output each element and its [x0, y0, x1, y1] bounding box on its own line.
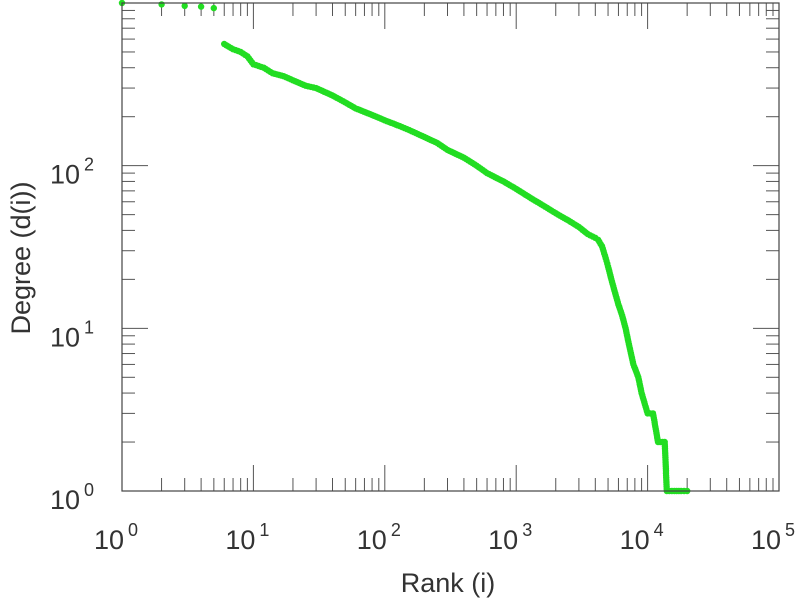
x-tick-label-0: 10 0	[94, 520, 138, 555]
y-axis-label: Degree (d(i))	[6, 181, 36, 334]
data-points	[118, 0, 691, 495]
data-point	[158, 1, 165, 8]
x-tick-label-2: 10 2	[357, 520, 401, 555]
y-tick-label-2: 10 2	[50, 155, 94, 190]
x-tick-labels: 10 0 10 1 10 2 10 3 10 4 10 5	[94, 520, 795, 555]
x-tick-label-4: 10 4	[620, 520, 664, 555]
data-point	[210, 4, 217, 12]
data-point	[181, 2, 188, 10]
minor-ticks	[122, 3, 779, 491]
y-tick-labels: 10 0 10 1 10 2	[50, 155, 94, 515]
plot-area-frame	[121, 2, 780, 492]
major-ticks	[121, 2, 780, 492]
data-point	[197, 3, 205, 10]
x-axis-label: Rank (i)	[401, 568, 496, 598]
x-tick-label-5: 10 5	[751, 520, 795, 555]
y-tick-label-0: 10 0	[50, 480, 94, 515]
y-tick-label-1: 10 1	[50, 317, 94, 352]
x-tick-label-3: 10 3	[488, 520, 532, 555]
x-tick-label-1: 10 1	[225, 520, 269, 555]
